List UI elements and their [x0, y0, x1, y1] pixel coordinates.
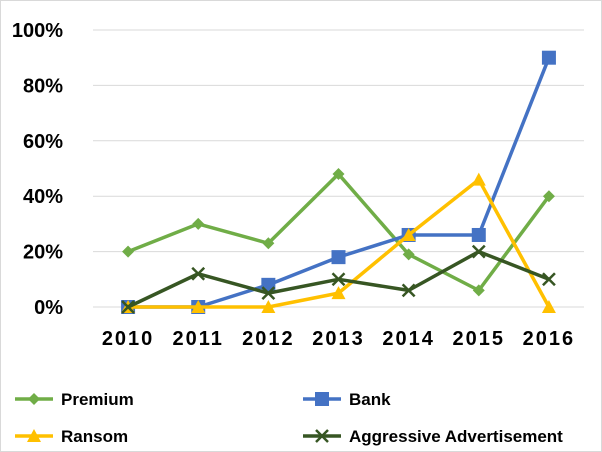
- y-tick-label: 100%: [12, 20, 63, 42]
- x-axis-ticks: 2010 2011 2012 2013 2014 2015 2016: [102, 328, 576, 350]
- marker-stroke: [471, 244, 486, 259]
- series-aggressive-advertisement: [121, 244, 556, 314]
- x-tick-label: 2014: [382, 328, 435, 350]
- data-point-premium: [192, 217, 205, 230]
- legend-item-aggressive-advertisement: Aggressive Advertisement: [303, 427, 563, 446]
- x-tick-label: 2010: [102, 328, 155, 350]
- data-point-ransom: [261, 300, 276, 313]
- series-line-bank: [128, 57, 551, 309]
- legend-item-premium: Premium: [15, 390, 134, 409]
- y-tick-label: 20%: [23, 242, 63, 264]
- legend-label: Ransom: [61, 427, 128, 446]
- data-point-ransom: [401, 227, 416, 241]
- gridlines: [93, 29, 584, 308]
- data-point-ransom: [191, 300, 206, 313]
- series-premium: [122, 168, 555, 297]
- marker-stroke: [401, 283, 416, 298]
- data-point-aggressive-advertisement: [542, 272, 556, 287]
- data-point-aggressive-advertisement: [401, 283, 416, 298]
- legend-label: Premium: [61, 390, 134, 409]
- data-point-aggressive-advertisement: [191, 266, 206, 281]
- series-group: [121, 50, 556, 314]
- legend-label: Bank: [349, 390, 391, 409]
- data-point-aggressive-advertisement: [121, 300, 135, 314]
- series-ransom: [121, 172, 556, 313]
- marker-stroke: [331, 272, 346, 287]
- legend-marker: [27, 429, 41, 442]
- data-point-ransom: [541, 300, 556, 313]
- legend-item-ransom: Ransom: [15, 427, 128, 446]
- marker-stroke: [121, 300, 135, 314]
- data-point-bank: [471, 227, 486, 242]
- legend-marker: [315, 429, 329, 443]
- data-point-aggressive-advertisement: [331, 272, 346, 287]
- data-point-bank: [541, 50, 556, 65]
- data-point-premium: [332, 168, 345, 181]
- data-point-aggressive-advertisement: [261, 286, 276, 301]
- y-axis-ticks: 0% 20% 40% 60% 80% 100%: [12, 20, 63, 319]
- legend-marker: [315, 392, 329, 406]
- y-tick-label: 40%: [23, 186, 63, 208]
- y-tick-label: 60%: [23, 131, 63, 153]
- y-tick-label: 0%: [34, 297, 63, 319]
- data-point-premium: [472, 284, 485, 297]
- marker-stroke: [542, 272, 556, 287]
- x-tick-label: 2011: [173, 328, 224, 350]
- legend-item-bank: Bank: [303, 390, 391, 409]
- y-tick-label: 80%: [23, 75, 63, 97]
- x-tick-label: 2013: [312, 328, 365, 350]
- data-point-premium: [402, 248, 415, 261]
- legend-marker: [28, 393, 40, 405]
- marker-stroke: [315, 429, 329, 443]
- data-point-aggressive-advertisement: [471, 244, 486, 259]
- x-tick-label: 2016: [523, 328, 576, 350]
- x-tick-label: 2012: [242, 328, 295, 350]
- x-tick-label: 2015: [453, 328, 506, 350]
- data-point-ransom: [331, 286, 346, 300]
- data-point-bank: [331, 250, 346, 265]
- legend: Premium Bank Ransom Aggressive Advertisemen…: [15, 390, 563, 446]
- data-point-premium: [122, 245, 135, 258]
- data-point-premium: [262, 237, 275, 250]
- legend-label: Aggressive Advertisement: [349, 427, 563, 446]
- marker-stroke: [191, 266, 206, 281]
- marker-stroke: [261, 286, 276, 301]
- data-point-ransom: [471, 172, 486, 186]
- data-point-premium: [542, 190, 555, 203]
